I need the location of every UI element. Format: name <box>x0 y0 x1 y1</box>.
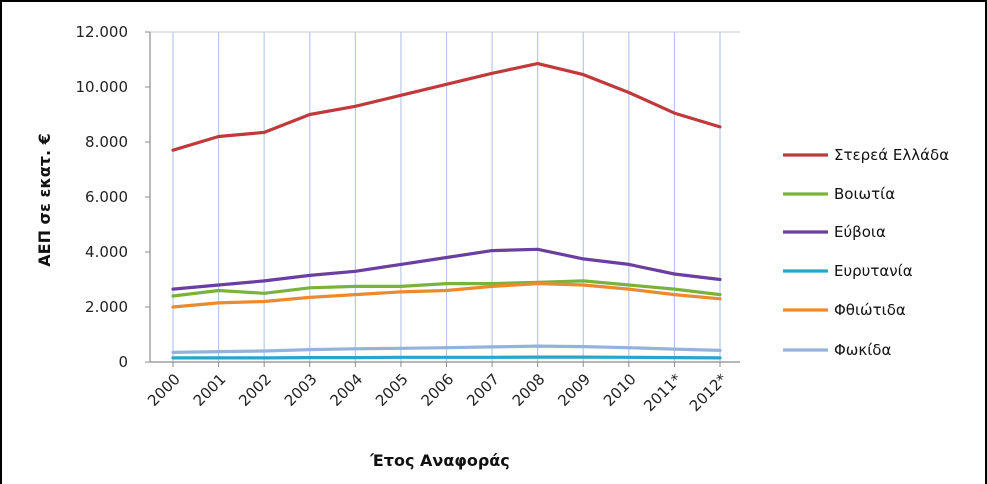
legend-label: Φθιώτιδα <box>834 301 906 319</box>
x-axis-title: Έτος Αναφοράς <box>369 451 510 470</box>
y-tick-label: 12.000 <box>76 23 129 41</box>
legend-label: Ευρυτανία <box>834 262 913 280</box>
legend-item: Φωκίδα <box>783 341 891 359</box>
series-line-Ευρυτανία <box>171 355 722 360</box>
x-tick-label: 2012* <box>686 370 731 415</box>
x-tick-label: 2010 <box>600 370 640 410</box>
legend-item: Εύβοια <box>783 223 886 241</box>
legend-item: Βοιωτία <box>783 185 895 203</box>
y-tick-label: 4.000 <box>85 243 128 261</box>
series-line-Στερεά-Ελλάδα <box>171 61 722 152</box>
x-tick-label: 2011* <box>640 370 685 415</box>
legend-label: Φωκίδα <box>834 341 891 359</box>
y-tick-label: 8.000 <box>85 133 128 151</box>
x-tick-label: 2004 <box>326 370 366 410</box>
x-tick-label: 2008 <box>509 370 549 410</box>
x-tick-label: 2003 <box>281 370 321 410</box>
legend-label: Στερεά Ελλάδα <box>834 146 949 164</box>
series-line-Φθιώτιδα <box>171 282 722 309</box>
legend-item: Στερεά Ελλάδα <box>783 146 949 164</box>
x-tick-label: 2002 <box>235 370 275 410</box>
x-tick-label: 2001 <box>190 370 230 410</box>
y-tick-label: 0 <box>118 353 128 371</box>
legend-label: Βοιωτία <box>834 185 895 203</box>
series-line-Φωκίδα <box>171 344 722 354</box>
legend-label: Εύβοια <box>834 223 886 241</box>
y-axis-title: ΑΕΠ σε εκατ. € <box>35 133 54 266</box>
y-tick-label: 6.000 <box>85 188 128 206</box>
x-tick-label: 2000 <box>144 370 184 410</box>
y-tick-label: 10.000 <box>76 78 129 96</box>
legend: Στερεά Ελλάδα Βοιωτία Εύβοια Ευρυτανία Φθιώτ… <box>783 146 949 359</box>
x-tick-label: 2006 <box>418 370 458 410</box>
legend-item: Φθιώτιδα <box>783 301 906 319</box>
vertical-gridlines <box>172 32 721 362</box>
axes <box>149 31 740 363</box>
series-line-Βοιωτία <box>171 279 722 298</box>
y-tick-label: 2.000 <box>85 298 128 316</box>
x-tick-label: 2007 <box>463 370 503 410</box>
x-tick-label: 2009 <box>554 370 594 410</box>
y-tick-labels: 0 2.000 4.000 6.000 8.000 10.000 12.000 <box>76 23 150 371</box>
x-tick-label: 2005 <box>372 370 412 410</box>
series-line-Εύβοια <box>171 247 722 291</box>
legend-item: Ευρυτανία <box>783 262 913 280</box>
series-lines <box>171 61 722 360</box>
x-tick-labels: 2000 2001 2002 2003 2004 2005 2006 2007 2008 2009… <box>144 362 731 415</box>
